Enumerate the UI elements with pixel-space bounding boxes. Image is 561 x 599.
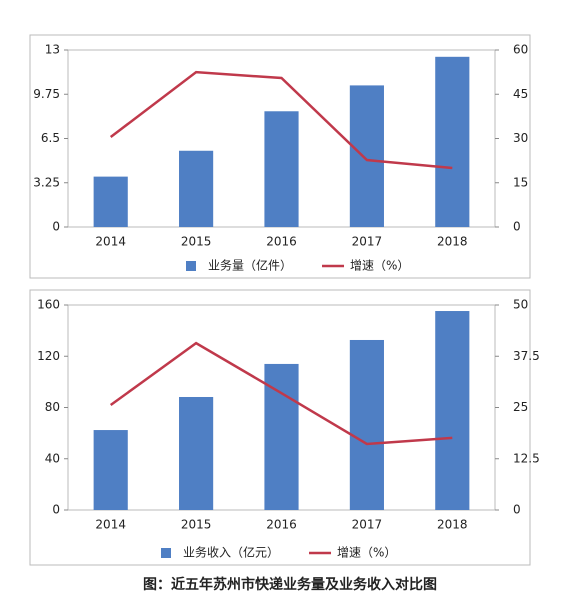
legend-swatch (186, 261, 196, 271)
bar (435, 311, 470, 510)
bar (179, 150, 214, 227)
legend-label: 增速（%） (350, 259, 409, 273)
legend-label: 增速（%） (337, 546, 396, 560)
bar (179, 396, 214, 510)
y2-tick-label: 25 (513, 400, 528, 414)
y2-tick-label: 45 (513, 87, 528, 101)
legend-swatch (161, 548, 171, 558)
y-tick-label: 3.25 (33, 175, 60, 189)
y2-tick-label: 0 (513, 503, 521, 517)
y-tick-label: 40 (45, 451, 60, 465)
legend-label: 业务收入（亿元） (183, 545, 279, 560)
line (109, 70, 453, 170)
y-tick-label: 0 (52, 220, 60, 234)
y2-tick-label: 12.5 (513, 451, 540, 465)
bar (93, 430, 128, 510)
bar (349, 339, 384, 510)
bar (435, 56, 470, 227)
y-tick-label: 80 (45, 400, 60, 414)
y-tick-label: 6.5 (41, 131, 60, 145)
y2-tick-label: 0 (513, 220, 521, 234)
bar (93, 176, 128, 227)
y2-tick-label: 15 (513, 175, 528, 189)
y2-tick-label: 30 (513, 131, 528, 145)
bar (264, 363, 299, 510)
x-tick-label: 2018 (437, 518, 468, 532)
y-tick-label: 9.75 (33, 87, 60, 101)
y-tick-label: 13 (45, 43, 60, 57)
y-tick-label: 160 (37, 298, 60, 312)
bar (264, 111, 299, 227)
caption: 图：近五年苏州市快递业务量及业务收入对比图 (143, 576, 437, 593)
y2-tick-label: 60 (513, 43, 528, 57)
x-tick-label: 2015 (181, 518, 212, 532)
y2-tick-label: 50 (513, 298, 528, 312)
legend-label: 业务量（亿件） (208, 258, 292, 273)
chart-frame (29, 34, 531, 279)
x-tick-label: 2018 (437, 235, 468, 249)
x-tick-label: 2014 (95, 235, 126, 249)
x-tick-label: 2016 (266, 235, 297, 249)
x-tick-label: 2015 (181, 235, 212, 249)
x-tick-label: 2017 (352, 235, 383, 249)
x-tick-label: 2016 (266, 518, 297, 532)
y-tick-label: 120 (37, 349, 60, 363)
y-tick-label: 0 (52, 503, 60, 517)
x-tick-label: 2017 (352, 518, 383, 532)
x-tick-label: 2014 (95, 518, 126, 532)
chart-frame (29, 289, 531, 566)
y2-tick-label: 37.5 (513, 349, 540, 363)
bar (349, 85, 384, 228)
line (109, 341, 453, 446)
